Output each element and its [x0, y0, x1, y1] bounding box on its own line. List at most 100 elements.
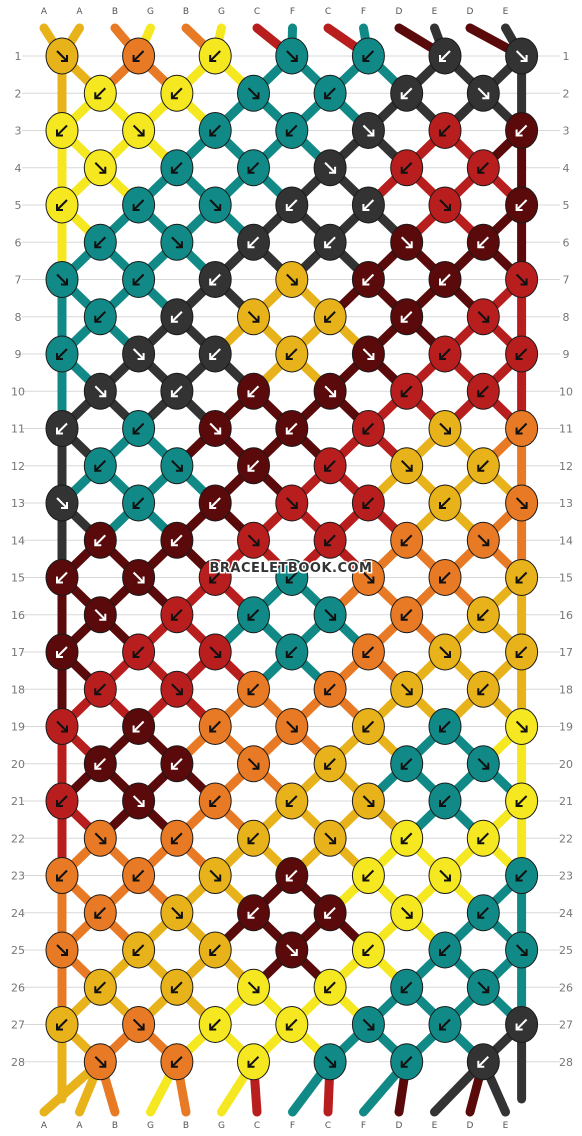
knot-arrowhead — [175, 464, 183, 472]
knot-arrowhead — [252, 986, 260, 994]
knot — [160, 149, 194, 187]
knot — [198, 931, 232, 969]
knot — [83, 596, 117, 634]
row-number-right: 28 — [559, 1056, 573, 1069]
string-label-top: F — [290, 7, 295, 17]
knot — [275, 559, 309, 596]
knot-arrow-icon — [400, 311, 413, 323]
knot — [275, 335, 309, 373]
knot-arrow-icon — [439, 869, 451, 882]
knot-arrow-icon — [515, 944, 528, 956]
knot-arrow-icon — [439, 50, 451, 62]
knot — [45, 931, 79, 969]
knot — [466, 745, 500, 783]
knot — [122, 186, 156, 224]
knot-arrowhead — [209, 502, 217, 509]
knot — [198, 37, 232, 75]
knot — [466, 298, 500, 336]
knot-arrow-icon — [477, 87, 490, 99]
knot-arrow-icon — [209, 720, 221, 733]
knot-arrow-icon — [209, 795, 221, 807]
knot-arrowhead — [439, 725, 446, 733]
knot-arrow-icon — [94, 534, 107, 546]
knot — [160, 596, 194, 634]
knot — [505, 633, 539, 671]
knot-arrow-icon — [94, 1056, 107, 1068]
knot-arrow-icon — [132, 1018, 145, 1031]
knot-arrowhead — [324, 688, 332, 696]
knot-arrowhead — [400, 166, 408, 174]
knot-arrowhead — [367, 800, 375, 807]
knot-arrowhead — [444, 651, 451, 658]
knot — [313, 596, 347, 634]
knot-arrow-icon — [477, 460, 490, 472]
knot-arrowhead — [400, 837, 408, 845]
knot-arrowhead — [252, 315, 260, 323]
knot-arrow-icon — [56, 944, 68, 956]
knot — [160, 298, 194, 336]
knot-arrowhead — [362, 949, 370, 956]
knot-arrowhead — [56, 353, 63, 360]
knot-arrow-icon — [171, 87, 183, 99]
knot — [122, 1006, 156, 1043]
knot — [466, 819, 500, 857]
row-number-left: 26 — [11, 981, 25, 994]
knot-arrow-icon — [324, 385, 336, 397]
row-number-left: 15 — [11, 572, 25, 585]
knot-arrowhead — [175, 911, 183, 919]
knot-arrowhead — [329, 390, 337, 398]
knot-arrowhead — [400, 613, 408, 621]
knot — [313, 819, 347, 857]
knot — [390, 521, 424, 559]
knot-arrow-icon — [400, 162, 413, 174]
knot-arrowhead — [290, 949, 298, 956]
row-numbers-left: 1234567891011121314151617181920212223242… — [11, 50, 25, 1069]
knot — [83, 447, 117, 485]
knot-arrowhead — [56, 651, 63, 658]
knot-arrow-icon — [171, 460, 183, 472]
knot — [237, 894, 270, 932]
knot-arrowhead — [439, 576, 446, 584]
knot — [428, 931, 462, 969]
knot-arrow-icon — [477, 981, 490, 993]
knot-arrowhead — [439, 129, 446, 137]
knot-arrow-icon — [286, 1018, 298, 1031]
knot-arrow-icon — [477, 534, 490, 546]
knot-arrow-icon — [56, 571, 68, 584]
knot-arrowhead — [209, 800, 217, 807]
knot-arrow-icon — [439, 795, 451, 807]
row-number-right: 8 — [563, 311, 570, 324]
knot-arrowhead — [439, 55, 446, 62]
knot — [351, 261, 385, 298]
knot-arrowhead — [362, 278, 370, 286]
knot — [505, 782, 539, 820]
knot — [198, 559, 232, 596]
knot — [83, 968, 117, 1006]
knot — [198, 484, 232, 522]
knot-arrow-icon — [171, 311, 183, 323]
knot-arrowhead — [137, 576, 145, 584]
knot-arrow-icon — [132, 795, 145, 807]
knot — [160, 447, 194, 485]
knot — [45, 484, 79, 522]
knot-arrowhead — [324, 911, 332, 919]
knot-arrow-icon — [132, 571, 145, 584]
knot-arrowhead — [99, 613, 107, 621]
knot-arrow-icon — [439, 199, 451, 211]
knot — [198, 857, 232, 894]
knot-arrowhead — [132, 949, 140, 956]
knot-arrowhead — [482, 762, 490, 770]
knot-arrow-icon — [477, 758, 490, 770]
knot-arrowhead — [520, 949, 528, 956]
knot-arrow-icon — [477, 162, 490, 174]
knot — [198, 633, 232, 671]
knot — [83, 223, 117, 261]
knot — [275, 186, 309, 224]
knot-arrow-icon — [247, 236, 260, 248]
knot-arrow-icon — [94, 981, 107, 993]
knot-arrowhead — [400, 92, 408, 100]
knot-arrowhead — [439, 353, 446, 360]
row-number-left: 7 — [15, 274, 22, 287]
knot-arrowhead — [515, 874, 523, 882]
knot-arrowhead — [214, 427, 222, 435]
